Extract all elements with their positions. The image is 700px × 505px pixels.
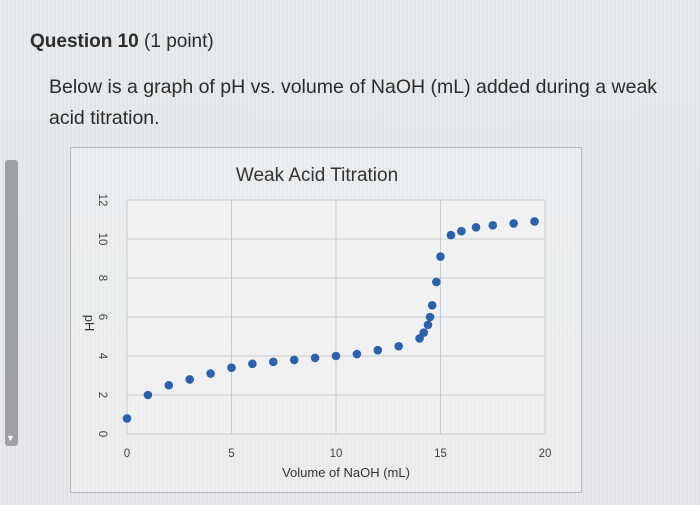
y-tick-label: 4: [96, 353, 108, 360]
chart-grid: [126, 199, 546, 435]
data-point: [471, 223, 481, 232]
chart-title: Weak Acid Titration: [236, 165, 398, 186]
y-tick-labels: 0 2 4 6 8 10 12: [96, 194, 108, 438]
data-points: [122, 217, 539, 423]
data-point: [310, 353, 320, 363]
data-point: [352, 349, 362, 359]
data-point: [248, 359, 257, 369]
x-tick-labels: 0 5 10 15 20: [124, 448, 552, 460]
x-tick-label: 5: [228, 448, 234, 460]
y-tick-label: 8: [96, 275, 108, 281]
data-point: [436, 252, 445, 261]
data-point: [530, 217, 539, 226]
data-point: [488, 221, 498, 230]
y-tick-label: 12: [96, 194, 108, 207]
data-point: [331, 351, 341, 361]
y-tick-label: 10: [96, 233, 108, 246]
x-tick-label: 0: [124, 448, 130, 460]
data-point: [289, 355, 299, 365]
y-tick-label: 0: [96, 431, 108, 437]
question-prompt: Below is a graph of pH vs. volume of NaO…: [49, 76, 658, 129]
data-point: [457, 226, 466, 236]
data-point: [432, 277, 441, 287]
titration-chart: Weak Acid Titration 0 5 10 15 20 0 2 4 6 8 10 12 V…: [82, 165, 552, 480]
data-point: [373, 345, 383, 355]
data-point: [394, 341, 404, 351]
data-point: [227, 363, 236, 372]
question-points: (1 point): [144, 31, 214, 52]
data-point: [164, 380, 174, 390]
data-point: [509, 219, 518, 228]
x-tick-label: 15: [434, 448, 447, 460]
x-axis-label: Volume of NaOH (mL): [282, 465, 410, 480]
chart-frame: Weak Acid Titration 0 5 10 15 20 0 2 4 6 8 10 12 V…: [70, 147, 582, 493]
data-point: [419, 328, 429, 337]
y-tick-label: 6: [96, 314, 108, 320]
data-point: [269, 357, 278, 367]
scrollbar-thumb[interactable]: [5, 160, 18, 446]
data-point: [206, 369, 215, 378]
question-number: Question 10: [30, 31, 139, 52]
x-tick-label: 20: [539, 448, 552, 460]
x-tick-label: 10: [330, 448, 343, 460]
data-point: [143, 390, 153, 400]
data-point: [427, 301, 437, 310]
y-tick-label: 2: [96, 392, 108, 398]
question-heading: Question 10 (1 point): [30, 31, 214, 53]
data-point: [185, 375, 194, 384]
scroll-down-arrow-icon[interactable]: ▼: [6, 433, 15, 443]
data-point: [122, 414, 132, 423]
data-point: [425, 312, 435, 322]
data-point: [446, 230, 456, 240]
data-point: [423, 320, 433, 330]
y-axis-label: pH: [82, 315, 97, 332]
